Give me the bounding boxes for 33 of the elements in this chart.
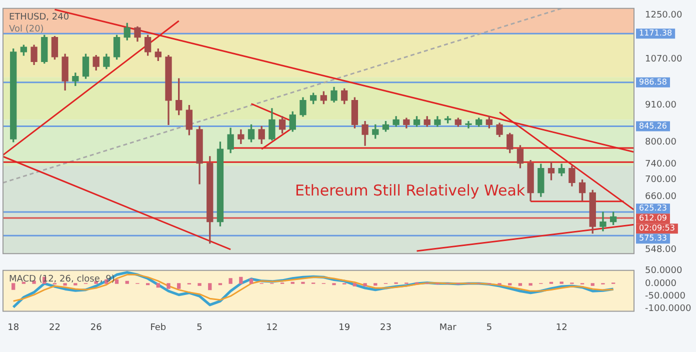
text: ETHUSD, 240 [9,12,70,23]
ref-line-label: 845.26 [639,121,667,130]
y-tick-label: 1070.00 [645,54,682,65]
ref-line-label: 1171.38 [639,28,672,38]
x-tick-label: 12 [266,322,278,333]
y-tick-label: -100.0000 [645,304,692,314]
annotation: Ethereum Still Relatively Weak [295,181,526,200]
y-tick-label: -50.0000 [645,291,686,302]
y-tick-label: 700.00 [645,175,677,186]
y-tick-label: 0.0000 [645,278,677,289]
y-tick-label: 548.00 [645,244,677,255]
x-tick-label: 18 [8,322,20,333]
ref-line-label: 986.58 [639,77,667,86]
y-tick-label: 910.00 [645,100,677,111]
x-tick-label: 5 [486,322,492,333]
x-tick-label: 5 [196,322,202,333]
text: 02:09:53 [639,224,675,233]
ref-line-label: 575.33 [639,234,667,243]
annotation: Vol (20) [9,24,44,35]
x-tick-label: Feb [150,322,166,333]
x-tick-label: 26 [90,322,102,333]
ref-line-label: 612.09 [639,214,667,223]
ref-line-label: 625.23 [639,204,667,213]
y-tick-label: 660.00 [645,192,677,202]
x-tick-label: 19 [338,322,350,333]
y-tick-label: 1250.00 [645,10,682,20]
x-tick-label: 23 [380,322,392,333]
x-tick-label: 12 [556,322,568,333]
x-tick-label: 22 [48,322,60,333]
y-tick-label: 50.0000 [645,266,682,276]
x-tick-label: Mar [439,322,457,333]
y-tick-label: 800.00 [645,137,677,148]
y-tick-label: 740.00 [645,159,677,170]
